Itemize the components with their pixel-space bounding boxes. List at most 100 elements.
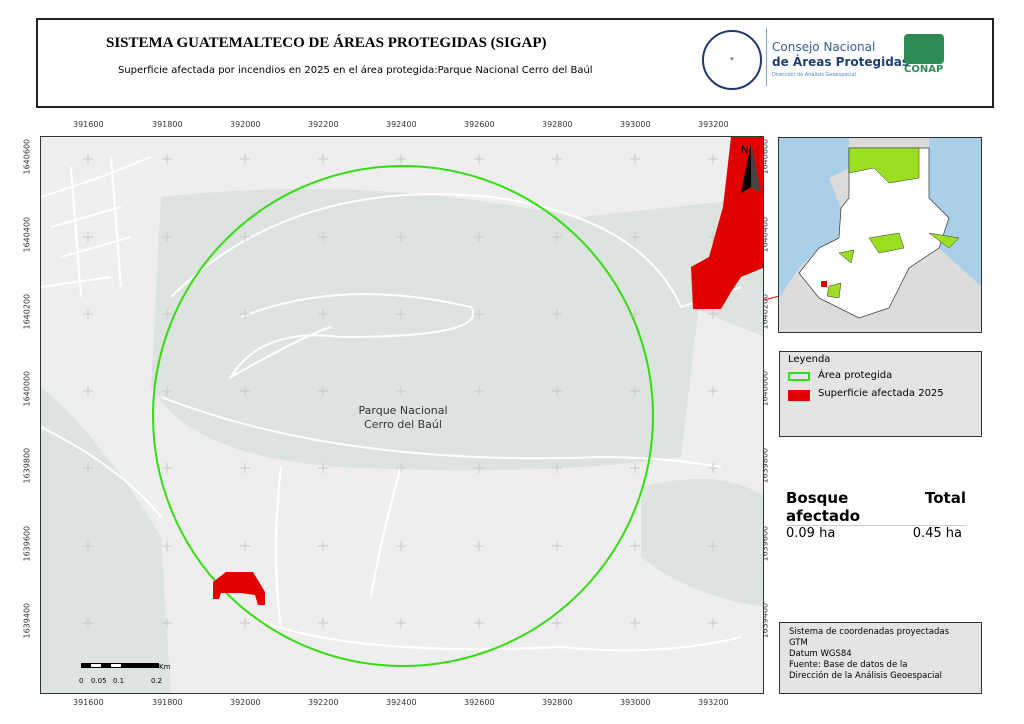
legend-swatch-affected	[788, 390, 810, 401]
grid-cross	[552, 618, 562, 628]
inset-location-marker	[821, 281, 827, 287]
x-tick-label: 393000	[620, 120, 651, 129]
grid-cross	[630, 232, 640, 242]
conap-name-line1: Consejo Nacional	[772, 40, 876, 54]
grid-cross	[708, 386, 718, 396]
grid-cross	[474, 386, 484, 396]
north-arrow-icon-right	[751, 143, 761, 193]
seal-text: ⚜	[729, 56, 735, 63]
grid-cross	[162, 541, 172, 551]
stats-header: Bosque afectado	[786, 489, 861, 525]
legend-label: Área protegida	[818, 370, 893, 381]
divider	[766, 28, 767, 86]
grid-cross	[162, 463, 172, 473]
grid-cross	[708, 463, 718, 473]
grid-cross	[552, 154, 562, 164]
grid-cross	[630, 463, 640, 473]
y-tick-label: 1639800	[22, 447, 32, 484]
grid-cross	[552, 386, 562, 396]
grid-cross	[318, 463, 328, 473]
guatemala-seal-logo: ⚜	[702, 30, 762, 90]
scale-label: 0.05	[91, 677, 107, 685]
x-tick-label: 393000	[620, 698, 651, 707]
page-subtitle: Superficie afectada por incendios en 202…	[118, 65, 593, 76]
x-tick-label: 391600	[73, 120, 104, 129]
scale-label: 0.1	[113, 677, 124, 685]
grid-cross	[630, 154, 640, 164]
grid-cross	[240, 154, 250, 164]
north-label: N	[741, 145, 748, 156]
grid-cross	[552, 232, 562, 242]
x-tick-label: 392800	[542, 120, 573, 129]
grid-crosses	[83, 154, 718, 628]
conap-name-line3: Dirección de Análisis Geoespacial	[772, 72, 856, 78]
inset-locator-map[interactable]	[778, 137, 982, 333]
info-line: GTM	[789, 638, 808, 648]
grid-cross	[83, 618, 93, 628]
grid-cross	[240, 386, 250, 396]
header-frame: SISTEMA GUATEMALTECO DE ÁREAS PROTEGIDAS…	[36, 18, 994, 108]
grid-cross	[162, 232, 172, 242]
info-line: Sistema de coordenadas proyectadas	[789, 627, 950, 637]
grid-cross	[630, 618, 640, 628]
grid-cross	[474, 618, 484, 628]
map-canvas: N Parque Nacional Cerro del Baúl Km 0 0.…	[41, 137, 763, 693]
grid-cross	[83, 541, 93, 551]
x-tick-label: 392200	[308, 698, 339, 707]
scale-unit: Km	[159, 663, 171, 671]
map-info-box: Sistema de coordenadas proyectadas GTM D…	[779, 622, 982, 694]
scale-bar: Km 0 0.05 0.1 0.2	[79, 663, 171, 685]
grid-cross	[318, 386, 328, 396]
grid-cross	[708, 618, 718, 628]
grid-cross	[162, 309, 172, 319]
legend-label: Superficie afectada 2025	[818, 388, 944, 399]
scale-label: 0.2	[151, 677, 162, 685]
grid-cross	[240, 232, 250, 242]
grid-cross	[318, 309, 328, 319]
stats-value: 0.45 ha	[912, 526, 962, 541]
main-map[interactable]: N Parque Nacional Cerro del Baúl Km 0 0.…	[40, 136, 764, 694]
grid-cross	[240, 618, 250, 628]
stats-value: 0.09 ha	[786, 526, 836, 541]
grid-cross	[630, 541, 640, 551]
grid-cross	[240, 463, 250, 473]
grid-cross	[318, 232, 328, 242]
x-tick-label: 393200	[698, 698, 729, 707]
grid-cross	[474, 154, 484, 164]
y-tick-label: 1640600	[22, 138, 32, 175]
affected-area-southwest[interactable]	[213, 572, 265, 605]
conap-logo	[904, 34, 944, 64]
grid-cross	[708, 541, 718, 551]
grid-cross	[83, 386, 93, 396]
grid-cross	[83, 232, 93, 242]
info-line: Fuente: Base de datos de la	[789, 660, 908, 670]
conap-name-line2: de Áreas Protegidas	[772, 55, 910, 69]
x-tick-label: 391800	[152, 698, 183, 707]
grid-cross	[396, 154, 406, 164]
protected-area-boundary[interactable]	[152, 165, 654, 667]
grid-cross	[552, 309, 562, 319]
grid-cross	[318, 618, 328, 628]
grid-cross	[240, 309, 250, 319]
grid-cross	[162, 618, 172, 628]
x-tick-label: 391800	[152, 120, 183, 129]
x-tick-label: 391600	[73, 698, 104, 707]
grid-cross	[162, 386, 172, 396]
grid-cross	[708, 154, 718, 164]
grid-cross	[708, 309, 718, 319]
grid-cross	[396, 618, 406, 628]
stats-header: Total	[925, 489, 966, 507]
x-tick-label: 392600	[464, 120, 495, 129]
x-tick-label: 392400	[386, 120, 417, 129]
legend-swatch-protected	[788, 372, 810, 381]
grid-cross	[318, 541, 328, 551]
info-line: Datum WGS84	[789, 649, 852, 659]
grid-cross	[240, 541, 250, 551]
north-arrow-icon	[741, 143, 751, 193]
x-tick-label: 393200	[698, 120, 729, 129]
x-tick-label: 392000	[230, 698, 261, 707]
legend: Leyenda Área protegida Superficie afecta…	[779, 351, 982, 437]
x-tick-label: 392200	[308, 120, 339, 129]
y-tick-label: 1640400	[22, 216, 32, 253]
grid-cross	[396, 463, 406, 473]
